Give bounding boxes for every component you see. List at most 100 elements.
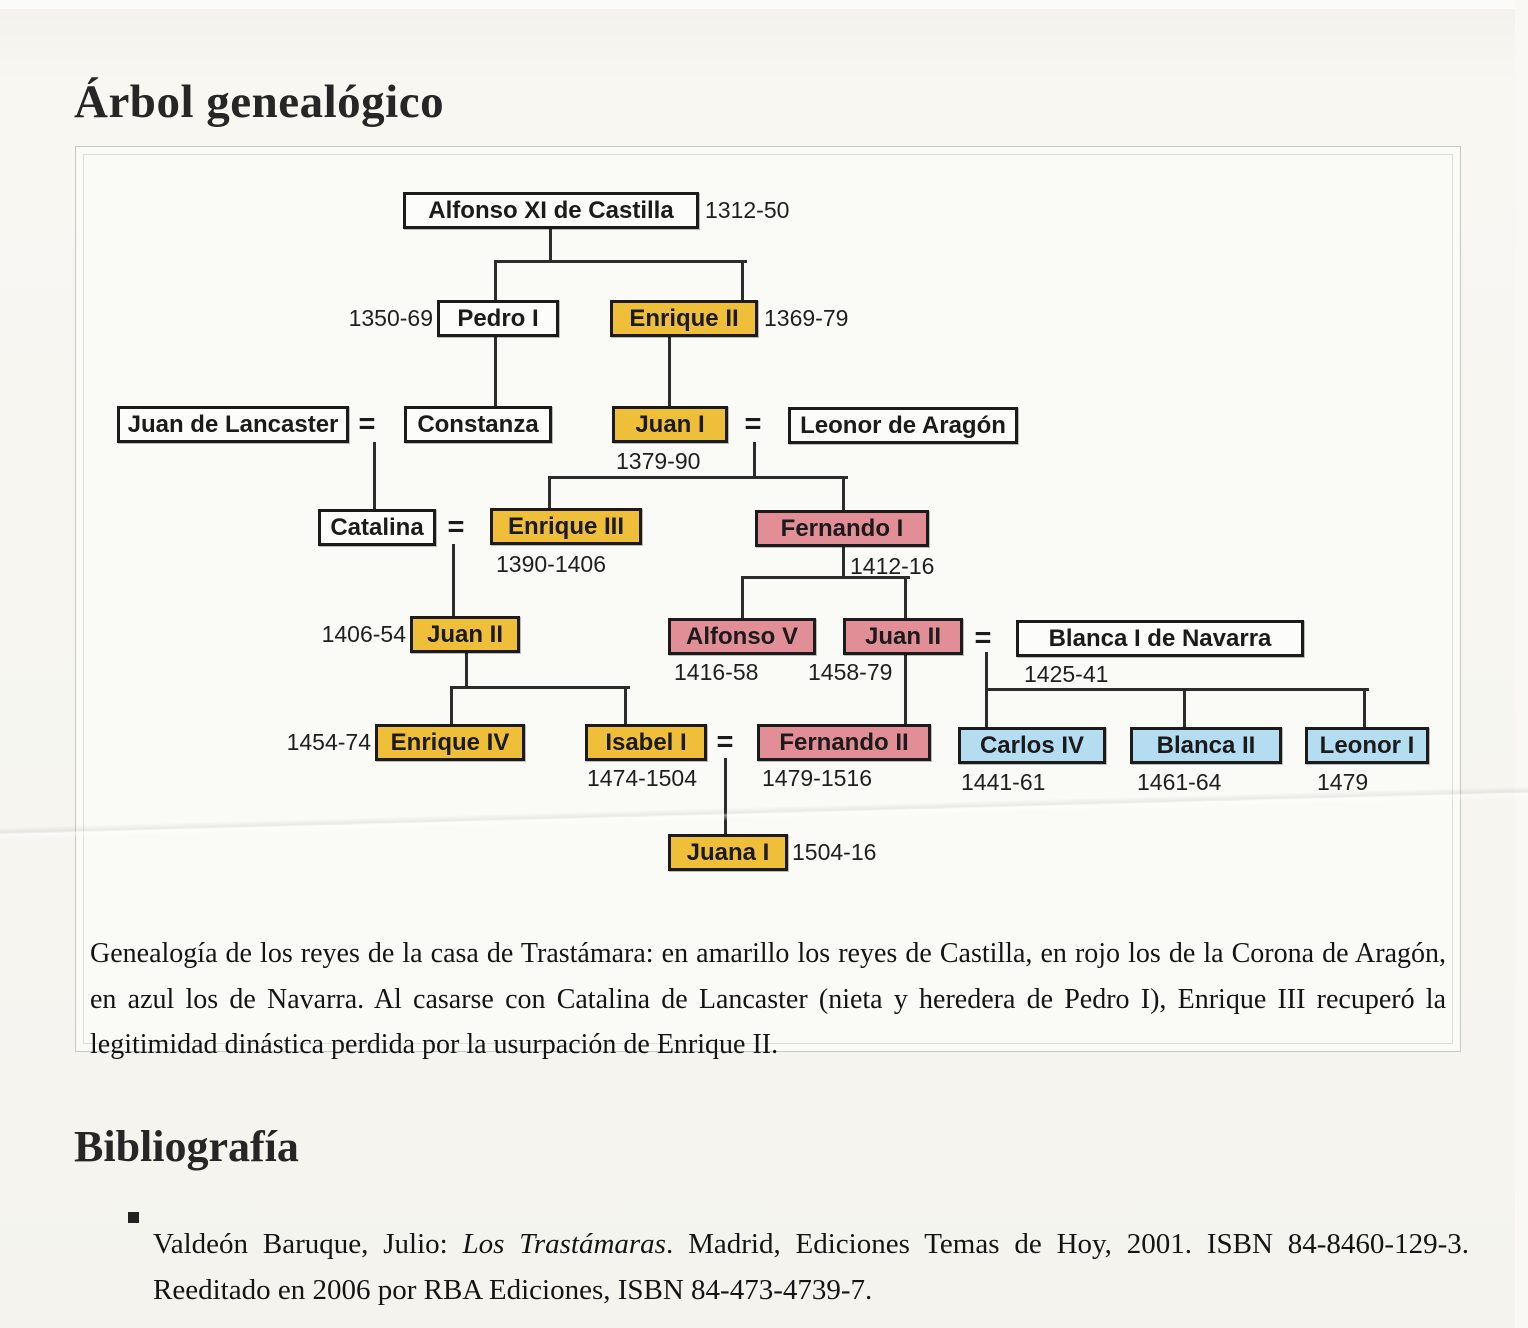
person-name: Juan I bbox=[635, 410, 705, 438]
tree-connector-line bbox=[842, 476, 845, 510]
tree-connector-line bbox=[1183, 688, 1186, 727]
person-dates-isabel_i: 1474-1504 bbox=[587, 765, 697, 791]
person-box-leonor_i: Leonor I bbox=[1305, 727, 1429, 764]
tree-connector-line bbox=[624, 686, 627, 724]
person-dates-fernando_i: 1412-16 bbox=[850, 553, 935, 579]
person-dates-leonor_i: 1479 bbox=[1317, 769, 1369, 795]
tree-connector-line bbox=[549, 228, 552, 260]
tree-connector-line bbox=[985, 688, 1369, 691]
person-name: Alfonso V bbox=[686, 622, 798, 650]
person-name: Juan II bbox=[864, 622, 942, 650]
person-dates-alfonso_xi: 1312-50 bbox=[705, 197, 790, 223]
person-name: Enrique III bbox=[507, 512, 624, 540]
person-box-fernando_i: Fernando I bbox=[755, 510, 929, 547]
person-name: Alfonso XI de Castilla bbox=[428, 196, 674, 224]
tree-connector-line bbox=[1363, 688, 1366, 727]
person-name: Pedro I bbox=[457, 304, 539, 332]
person-name: Leonor de Aragón bbox=[800, 411, 1006, 439]
tree-connector-line bbox=[373, 442, 376, 509]
scan-edge-artifact bbox=[1515, 0, 1528, 1328]
person-box-pedro_i: Pedro I bbox=[437, 300, 559, 337]
person-name: Fernando II bbox=[779, 728, 909, 756]
figure-caption: Genealogía de los reyes de la casa de Tr… bbox=[90, 938, 1446, 1061]
tree-connector-line bbox=[753, 442, 756, 476]
bibliography-author: Valdeón Baruque, Julio: bbox=[153, 1228, 463, 1260]
person-name: Juan de Lancaster bbox=[127, 410, 339, 438]
person-name: Constanza bbox=[417, 410, 539, 438]
tree-connector-line bbox=[494, 260, 747, 263]
person-box-leonor_aragon: Leonor de Aragón bbox=[788, 407, 1018, 444]
person-name: Juan II bbox=[426, 620, 504, 648]
person-name: Carlos IV bbox=[979, 731, 1085, 759]
person-dates-alfonso_v: 1416-58 bbox=[674, 659, 759, 685]
person-dates-enrique_iv: 1454-74 bbox=[286, 729, 371, 755]
tree-connector-line bbox=[741, 260, 744, 300]
person-box-juan_lancaster: Juan de Lancaster bbox=[117, 406, 349, 443]
person-name: Juana I bbox=[686, 838, 770, 866]
person-name: Enrique IV bbox=[390, 728, 510, 756]
tree-connector-line bbox=[904, 654, 907, 724]
tree-connector-line bbox=[904, 576, 907, 618]
tree-connector-line bbox=[548, 476, 848, 479]
person-box-juan_ii_castilla: Juan II bbox=[410, 616, 520, 653]
scan-edge-artifact bbox=[0, 0, 1528, 9]
tree-connector-line bbox=[450, 686, 630, 689]
person-name: Enrique II bbox=[629, 304, 739, 332]
person-box-blanca_i_navarra: Blanca I de Navarra bbox=[1016, 620, 1304, 657]
person-dates-enrique_iii: 1390-1406 bbox=[496, 551, 606, 577]
person-box-enrique_ii: Enrique II bbox=[610, 300, 758, 337]
tree-connector-line bbox=[450, 686, 453, 724]
person-dates-enrique_ii: 1369-79 bbox=[764, 305, 849, 331]
person-name: Catalina bbox=[330, 513, 424, 541]
genealogy-figure-frame bbox=[75, 146, 1461, 1052]
figure-inner-border bbox=[83, 154, 1453, 1044]
person-box-alfonso_v: Alfonso V bbox=[668, 618, 816, 655]
person-box-isabel_i: Isabel I bbox=[585, 724, 707, 761]
person-box-alfonso_xi: Alfonso XI de Castilla bbox=[403, 192, 699, 229]
person-name: Fernando I bbox=[780, 514, 904, 542]
person-box-fernando_ii: Fernando II bbox=[757, 724, 931, 761]
person-name: Blanca I de Navarra bbox=[1048, 624, 1272, 652]
person-box-enrique_iii: Enrique III bbox=[490, 508, 642, 545]
person-dates-juan_i: 1379-90 bbox=[616, 448, 701, 474]
tree-connector-line bbox=[494, 260, 497, 300]
person-dates-fernando_ii: 1479-1516 bbox=[762, 765, 872, 791]
marriage-equals-sign: = bbox=[744, 408, 762, 440]
marriage-equals-sign: = bbox=[716, 726, 734, 758]
bibliography-heading: Bibliografía bbox=[74, 1121, 299, 1171]
tree-connector-line bbox=[842, 546, 845, 576]
tree-connector-line bbox=[741, 576, 744, 618]
person-box-juan_i: Juan I bbox=[612, 406, 728, 443]
person-dates-juan_ii_castilla: 1406-54 bbox=[321, 621, 406, 647]
bibliography-entry: Valdeón Baruque, Julio: Los Trastámaras.… bbox=[153, 1221, 1469, 1314]
person-box-carlos_iv: Carlos IV bbox=[958, 727, 1106, 764]
tree-connector-line bbox=[494, 336, 497, 406]
person-name: Blanca II bbox=[1156, 731, 1256, 759]
person-dates-pedro_i: 1350-69 bbox=[348, 305, 433, 331]
person-box-juana_i: Juana I bbox=[668, 834, 788, 871]
person-box-catalina: Catalina bbox=[318, 509, 436, 546]
person-name: Leonor I bbox=[1319, 731, 1415, 759]
page-title: Árbol genealógico bbox=[74, 76, 445, 129]
marriage-equals-sign: = bbox=[974, 622, 992, 654]
tree-connector-line bbox=[465, 652, 468, 686]
person-box-blanca_ii: Blanca II bbox=[1130, 727, 1282, 764]
marriage-equals-sign: = bbox=[447, 511, 465, 543]
person-dates-juan_ii_aragon: 1458-79 bbox=[808, 659, 893, 685]
person-box-enrique_iv: Enrique IV bbox=[375, 724, 525, 761]
tree-connector-line bbox=[548, 476, 551, 508]
tree-connector-line bbox=[985, 652, 988, 688]
person-box-juan_ii_aragon: Juan II bbox=[843, 618, 963, 655]
marriage-equals-sign: = bbox=[358, 408, 376, 440]
person-box-constanza: Constanza bbox=[404, 406, 552, 443]
bibliography-details: . Madrid, Ediciones Temas de Hoy, 2001. … bbox=[153, 1228, 1469, 1307]
tree-connector-line bbox=[668, 336, 671, 406]
tree-connector-line bbox=[741, 576, 910, 579]
person-dates-blanca_i_navarra: 1425-41 bbox=[1024, 661, 1109, 687]
person-dates-carlos_iv: 1441-61 bbox=[961, 769, 1046, 795]
bibliography-work-title: Los Trastámaras bbox=[462, 1228, 666, 1260]
person-dates-juana_i: 1504-16 bbox=[792, 839, 877, 865]
tree-connector-line bbox=[452, 544, 455, 616]
bullet-square-icon bbox=[128, 1212, 139, 1223]
